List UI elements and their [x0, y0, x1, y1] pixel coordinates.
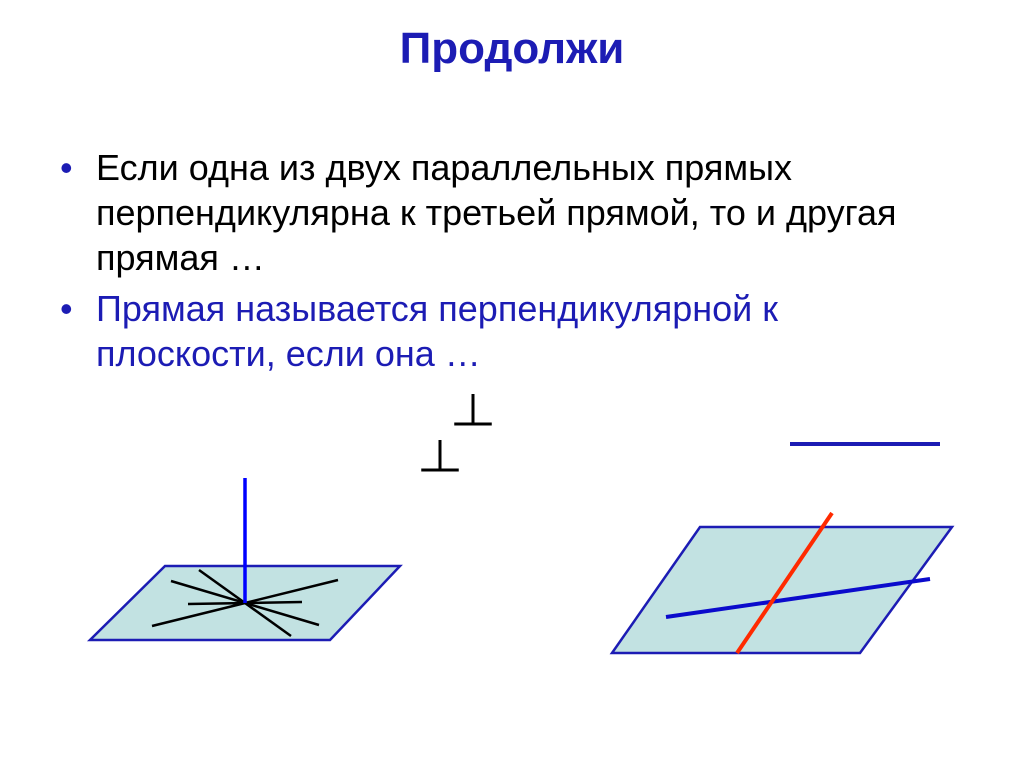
- figure-right: [612, 513, 952, 653]
- figures-layer: [0, 0, 1024, 767]
- figure-left: [90, 478, 400, 640]
- bullet-item: Если одна из двух параллельных прямых пе…: [60, 145, 920, 280]
- symbols-group: [421, 394, 940, 470]
- bullet-item: Прямая называется перпендикулярной к пло…: [60, 286, 920, 376]
- bullet-list: Если одна из двух параллельных прямых пе…: [60, 145, 920, 382]
- page-title: Продолжи: [0, 24, 1024, 74]
- bullet-text: Если одна из двух параллельных прямых пе…: [96, 147, 897, 278]
- bullet-text: Прямая называется перпендикулярной к пло…: [96, 288, 778, 374]
